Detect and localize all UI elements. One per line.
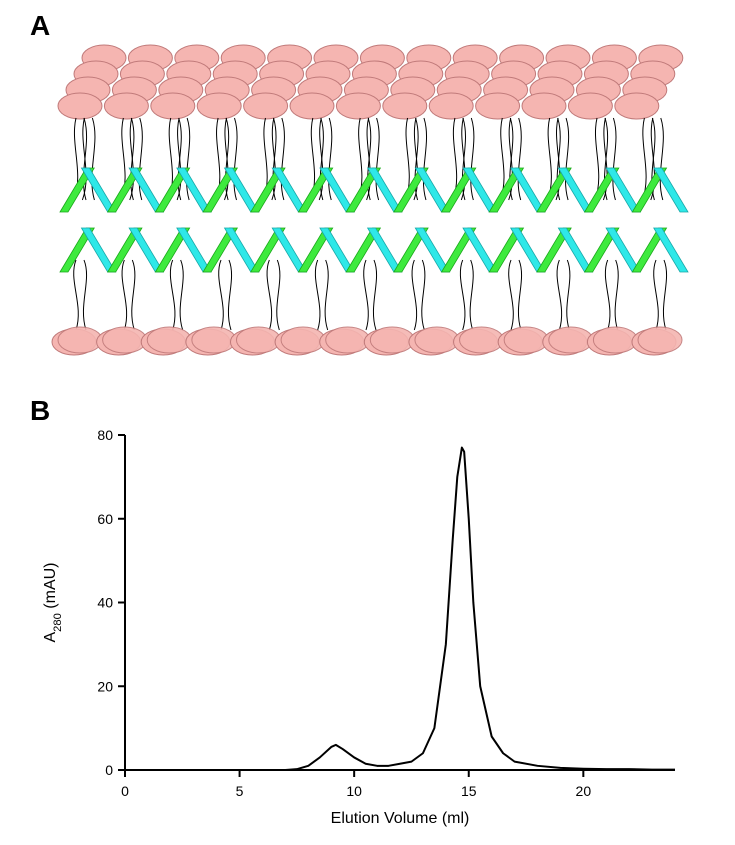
svg-text:0: 0 [121,783,129,799]
svg-text:80: 80 [97,427,113,443]
svg-text:40: 40 [97,595,113,611]
svg-text:20: 20 [576,783,592,799]
svg-text:15: 15 [461,783,477,799]
svg-text:5: 5 [236,783,244,799]
svg-text:A280 (mAU): A280 (mAU) [42,563,64,643]
svg-text:10: 10 [346,783,362,799]
svg-text:60: 60 [97,511,113,527]
panel-a-diagram [0,0,735,380]
svg-text:Elution Volume (ml): Elution Volume (ml) [331,810,470,827]
svg-text:0: 0 [105,762,113,778]
panel-b-chart: 0 5 10 15 20 0 20 40 60 80 Elution Volume (ml) A280… [0,395,735,845]
svg-text:20: 20 [97,678,113,694]
